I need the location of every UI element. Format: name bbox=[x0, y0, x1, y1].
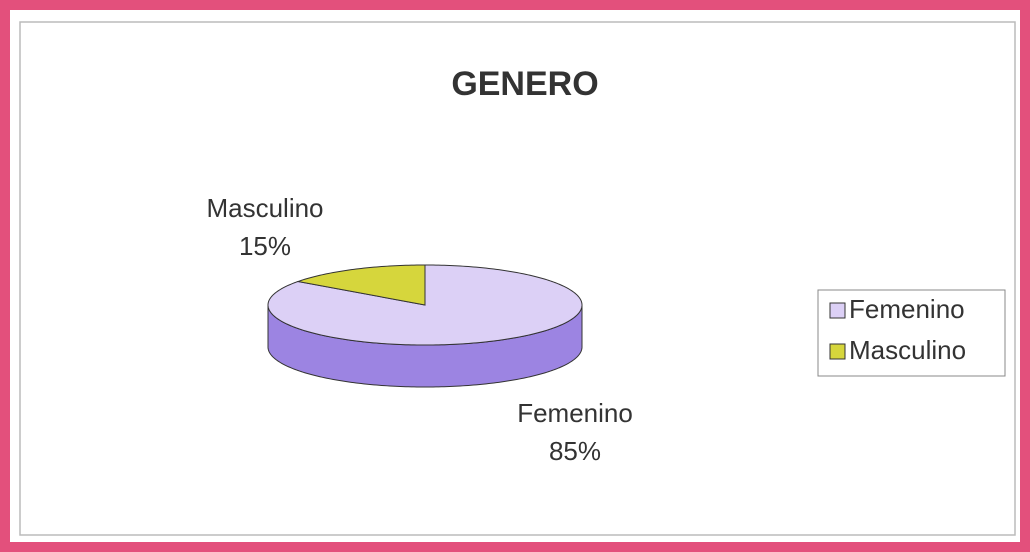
legend-label: Masculino bbox=[849, 335, 966, 365]
data-label-value: 85% bbox=[549, 436, 601, 466]
legend-swatch bbox=[829, 302, 846, 319]
legend-label: Femenino bbox=[849, 294, 965, 324]
data-label-name: Femenino bbox=[517, 398, 633, 428]
legend-swatch bbox=[829, 343, 846, 360]
data-label-name: Masculino bbox=[206, 193, 323, 223]
legend-box bbox=[817, 289, 1006, 377]
slice bbox=[296, 264, 426, 306]
data-label-value: 15% bbox=[239, 231, 291, 261]
chart-title: GENERO bbox=[451, 65, 598, 103]
